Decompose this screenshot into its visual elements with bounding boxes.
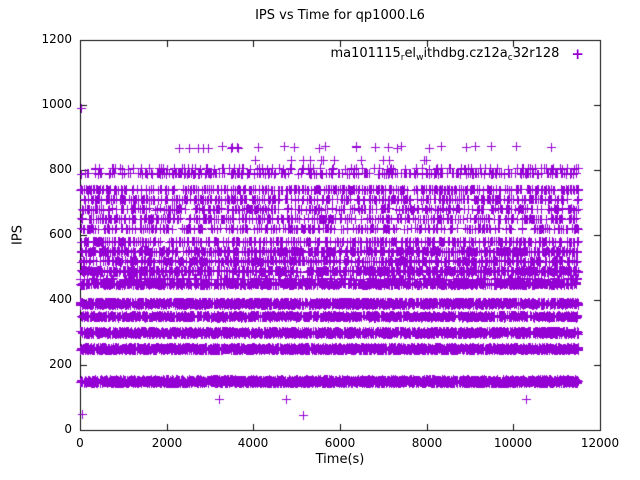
- legend-label-text: ma101115: [330, 46, 401, 61]
- legend-label-text: 32r128: [512, 46, 560, 61]
- x-tick-label: 8000: [411, 436, 443, 450]
- x-tick-label: 0: [76, 436, 84, 450]
- y-tick-label: 1000: [41, 97, 72, 111]
- x-axis-label: Time(s): [315, 452, 365, 467]
- x-tick-label: 4000: [237, 436, 269, 450]
- legend-label-text: el: [404, 46, 417, 61]
- x-tick-label: 2000: [151, 436, 183, 450]
- x-tick-label: 6000: [324, 436, 356, 450]
- y-tick-label: 800: [49, 162, 72, 176]
- legend-label-subscript: r: [400, 53, 405, 63]
- y-tick-label: 400: [49, 292, 72, 306]
- chart-title: IPS vs Time for qp1000.L6: [255, 8, 425, 23]
- y-tick-label: 200: [49, 357, 72, 371]
- y-tick-label: 0: [64, 422, 72, 436]
- y-tick-label: 600: [49, 227, 72, 241]
- legend-label-subscript: w: [416, 53, 424, 63]
- legend: ma101115relwithdbg.cz12ac32r128 +: [330, 44, 584, 63]
- x-tick-label: 12000: [580, 436, 620, 450]
- legend-series-label: ma101115relwithdbg.cz12ac32r128: [330, 46, 560, 63]
- x-tick-label: 10000: [493, 436, 533, 450]
- legend-label-text: ithdbg.cz12a: [423, 46, 508, 61]
- y-tick-label: 1200: [41, 32, 72, 46]
- legend-plus-marker-icon: +: [571, 44, 584, 63]
- legend-label-subscript: c: [507, 53, 513, 63]
